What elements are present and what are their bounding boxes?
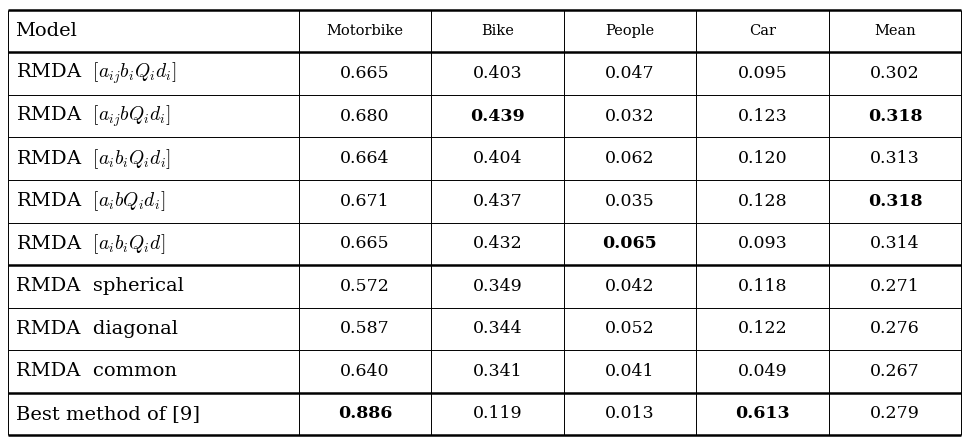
Text: RMDA  $[a_ib_iQ_id_i]$: RMDA $[a_ib_iQ_id_i]$: [16, 147, 171, 170]
Text: 0.122: 0.122: [737, 320, 788, 337]
Text: 0.042: 0.042: [605, 278, 655, 295]
Text: 0.118: 0.118: [737, 278, 787, 295]
Text: 0.093: 0.093: [737, 235, 788, 252]
Text: 0.640: 0.640: [340, 363, 390, 380]
Text: RMDA  $[a_{ij}b_iQ_id_i]$: RMDA $[a_{ij}b_iQ_id_i]$: [16, 61, 176, 86]
Text: 0.886: 0.886: [337, 405, 392, 422]
Text: 0.664: 0.664: [340, 150, 390, 167]
Text: 0.013: 0.013: [605, 405, 655, 422]
Text: 0.062: 0.062: [605, 150, 655, 167]
Text: 0.587: 0.587: [340, 320, 390, 337]
Text: 0.680: 0.680: [340, 108, 390, 125]
Text: 0.049: 0.049: [737, 363, 787, 380]
Text: 0.432: 0.432: [473, 235, 522, 252]
Text: People: People: [606, 24, 654, 38]
Text: 0.665: 0.665: [340, 235, 390, 252]
Text: Mean: Mean: [874, 24, 916, 38]
Text: 0.032: 0.032: [605, 108, 655, 125]
Text: 0.344: 0.344: [473, 320, 522, 337]
Text: 0.671: 0.671: [340, 193, 390, 210]
Text: 0.665: 0.665: [340, 65, 390, 82]
Text: RMDA  $[a_{ij}bQ_id_i]$: RMDA $[a_{ij}bQ_id_i]$: [16, 103, 171, 129]
Text: RMDA  $[a_ib_iQ_id]$: RMDA $[a_ib_iQ_id]$: [16, 232, 165, 256]
Text: 0.095: 0.095: [737, 65, 788, 82]
Text: 0.572: 0.572: [340, 278, 390, 295]
Text: 0.302: 0.302: [870, 65, 920, 82]
Text: RMDA  $[a_ibQ_id_i]$: RMDA $[a_ibQ_id_i]$: [16, 189, 165, 213]
Text: 0.404: 0.404: [473, 150, 522, 167]
Text: 0.271: 0.271: [870, 278, 920, 295]
Text: 0.128: 0.128: [737, 193, 787, 210]
Text: RMDA  diagonal: RMDA diagonal: [16, 320, 177, 338]
Text: 0.276: 0.276: [870, 320, 920, 337]
Text: 0.119: 0.119: [473, 405, 522, 422]
Text: RMDA  spherical: RMDA spherical: [16, 277, 183, 295]
Text: 0.047: 0.047: [605, 65, 655, 82]
Text: Motorbike: Motorbike: [327, 24, 403, 38]
Text: 0.065: 0.065: [603, 235, 657, 252]
Text: RMDA  common: RMDA common: [16, 362, 176, 380]
Text: 0.318: 0.318: [867, 193, 922, 210]
Text: 0.439: 0.439: [470, 108, 525, 125]
Text: 0.613: 0.613: [735, 405, 790, 422]
Text: 0.318: 0.318: [867, 108, 922, 125]
Text: 0.313: 0.313: [870, 150, 920, 167]
Text: 0.403: 0.403: [473, 65, 522, 82]
Text: 0.279: 0.279: [870, 405, 920, 422]
Text: Bike: Bike: [481, 24, 514, 38]
Text: 0.120: 0.120: [737, 150, 787, 167]
Text: Model: Model: [16, 22, 78, 40]
Text: 0.437: 0.437: [473, 193, 522, 210]
Text: 0.349: 0.349: [473, 278, 522, 295]
Text: Car: Car: [749, 24, 776, 38]
Text: 0.052: 0.052: [605, 320, 655, 337]
Text: Best method of [9]: Best method of [9]: [16, 405, 200, 423]
Text: 0.341: 0.341: [473, 363, 522, 380]
Text: 0.123: 0.123: [737, 108, 788, 125]
Text: 0.314: 0.314: [870, 235, 920, 252]
Text: 0.267: 0.267: [870, 363, 920, 380]
Text: 0.035: 0.035: [605, 193, 655, 210]
Text: 0.041: 0.041: [606, 363, 655, 380]
